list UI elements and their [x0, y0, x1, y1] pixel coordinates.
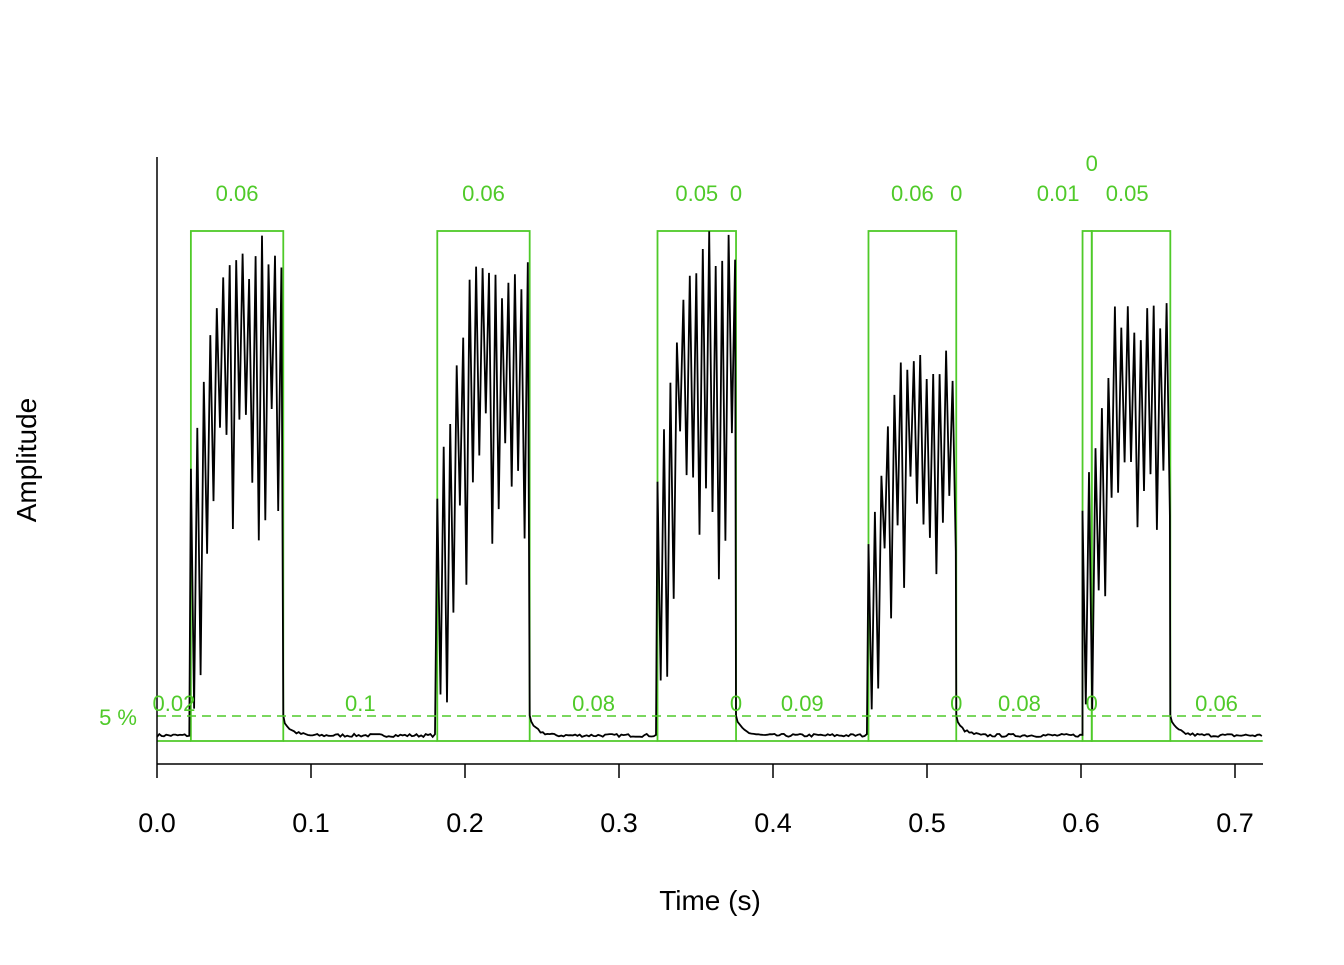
- amplitude-envelope-line: [156, 231, 1263, 739]
- x-tick-label: 0.6: [1062, 808, 1100, 838]
- x-tick-label: 0.1: [292, 808, 330, 838]
- pause-duration-label: 0.08: [998, 691, 1041, 716]
- pause-duration-label: 0.08: [572, 691, 615, 716]
- pause-duration-label: 0.06: [1195, 691, 1238, 716]
- pause-duration-label: 0.1: [345, 691, 376, 716]
- x-tick-label: 0.7: [1216, 808, 1254, 838]
- threshold-label: 5 %: [99, 705, 137, 730]
- x-tick-label: 0.0: [138, 808, 176, 838]
- signal-duration-label: 0: [730, 181, 742, 206]
- signal-duration-label: 0.06: [462, 181, 505, 206]
- x-tick-label: 0.5: [908, 808, 946, 838]
- x-tick-label: 0.3: [600, 808, 638, 838]
- signal-duration-label: 0.05: [1106, 181, 1149, 206]
- signal-duration-label: 0: [950, 181, 962, 206]
- signal-duration-label: 0.01: [1037, 181, 1080, 206]
- signal-duration-label: 0.05: [675, 181, 718, 206]
- x-axis-label: Time (s): [659, 885, 761, 916]
- signal-duration-label: 0: [1086, 151, 1098, 176]
- pause-duration-label: 0: [1086, 691, 1098, 716]
- pause-duration-label: 0.09: [781, 691, 824, 716]
- signal-segment: [867, 230, 958, 742]
- signal-segment: [436, 230, 531, 742]
- x-tick-label: 0.2: [446, 808, 484, 838]
- x-ticks: 0.0 0.1 0.2 0.3 0.4 0.5 0.6 0.7: [138, 764, 1254, 838]
- pause-duration-label: 0.02: [153, 691, 196, 716]
- pause-duration-label: 0: [730, 691, 742, 716]
- signal-duration-label: 0.06: [891, 181, 934, 206]
- pause-duration-label: 0: [950, 691, 962, 716]
- x-tick-label: 0.4: [754, 808, 792, 838]
- timer-rects: [157, 230, 1263, 742]
- signal-duration-label: 0.06: [216, 181, 259, 206]
- y-axis-label: Amplitude: [11, 398, 42, 523]
